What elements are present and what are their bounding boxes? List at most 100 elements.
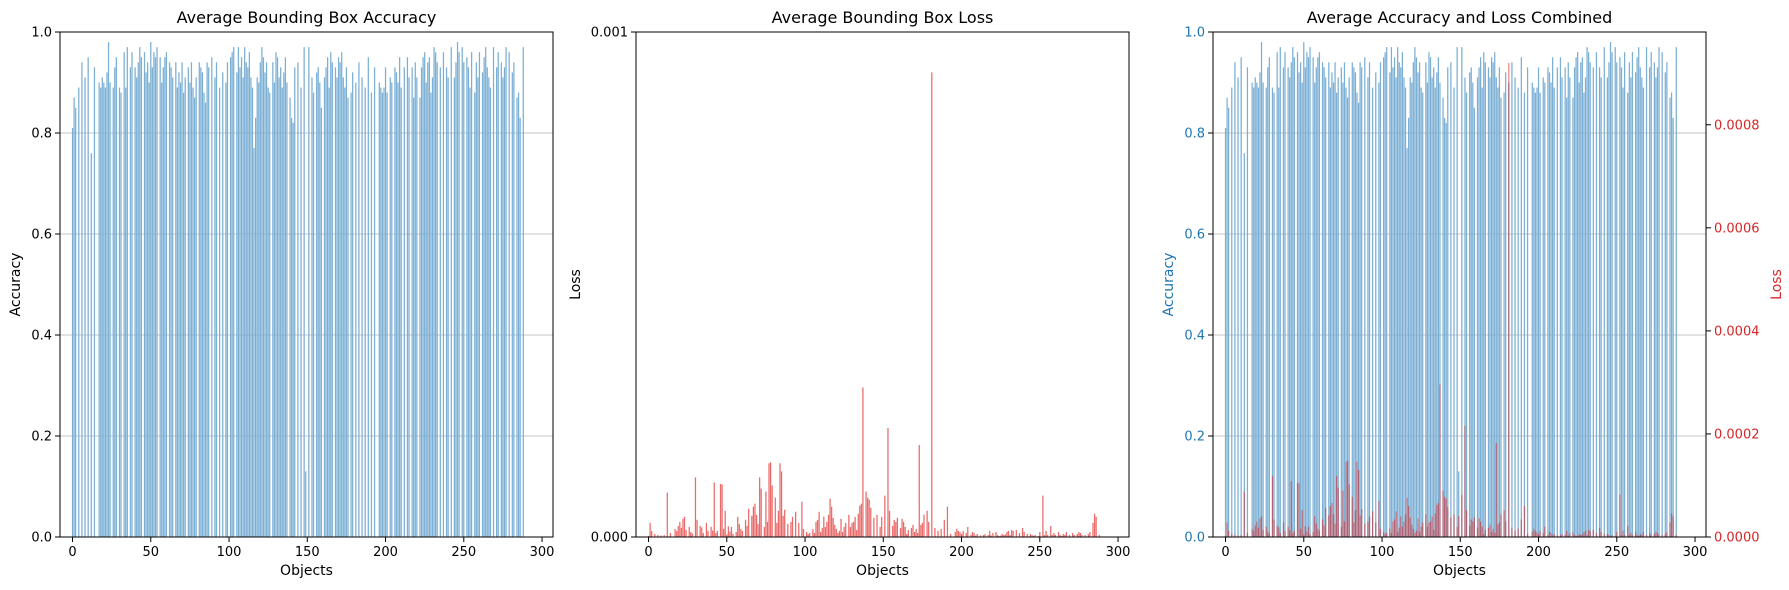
accuracy-bar: [1226, 97, 1228, 538]
accuracy-bar: [75, 107, 77, 537]
loss-bar: [1021, 527, 1024, 537]
loss-bar: [691, 533, 693, 537]
accuracy-bar: [297, 62, 299, 538]
y-right-axis-label: Loss: [1769, 269, 1785, 300]
loss-bar: [1675, 534, 1677, 537]
loss-bar: [688, 526, 690, 537]
loss-bar: [1278, 527, 1280, 537]
loss-bar: [937, 530, 939, 537]
accuracy-bar: [341, 52, 343, 537]
loss-bar: [865, 491, 867, 537]
accuracy-bar: [1312, 57, 1314, 537]
accuracy-bar: [1304, 67, 1306, 537]
y-right-tick-label: 0.0008: [1714, 118, 1760, 133]
accuracy-bar: [453, 77, 456, 537]
accuracy-bar: [1580, 62, 1582, 538]
loss-bar: [805, 531, 808, 537]
accuracy-bar: [1622, 87, 1624, 538]
accuracy-bar: [273, 82, 276, 537]
loss-bar: [1246, 532, 1249, 537]
accuracy-bar: [1401, 52, 1403, 537]
accuracy-bar: [292, 122, 294, 538]
accuracy-bar: [125, 87, 127, 538]
accuracy-bar: [364, 87, 366, 538]
loss-bar: [1306, 531, 1308, 537]
accuracy-bar: [1586, 47, 1588, 538]
loss-bar: [735, 531, 737, 537]
accuracy-bar: [1514, 77, 1516, 537]
accuracy-bar: [90, 153, 92, 537]
loss-bar: [1073, 534, 1075, 537]
loss-bar: [1573, 534, 1576, 537]
accuracy-bar: [161, 82, 163, 537]
loss-bar: [702, 532, 704, 537]
loss-bar: [1087, 533, 1089, 537]
accuracy-bar: [513, 62, 515, 538]
x-tick-label: 250: [1027, 545, 1052, 560]
accuracy-bar: [1470, 67, 1472, 537]
loss-bar: [715, 532, 717, 537]
accuracy-bar: [203, 92, 205, 537]
accuracy-bar: [1445, 122, 1447, 538]
loss-bar: [1403, 521, 1405, 537]
loss-bar: [1032, 535, 1035, 537]
loss-bar: [1336, 476, 1338, 537]
loss-bar: [666, 492, 668, 537]
accuracy-bar: [416, 77, 418, 537]
loss-bar: [1393, 519, 1396, 537]
loss-bar: [1627, 525, 1629, 537]
loss-bar: [1398, 527, 1400, 537]
accuracy-bar: [1271, 87, 1274, 538]
loss-bar: [752, 506, 754, 537]
loss-bar: [1409, 517, 1411, 537]
loss-bar: [1508, 62, 1510, 538]
loss-bar: [1331, 502, 1333, 537]
loss-bar: [921, 522, 924, 537]
accuracy-bar: [339, 62, 341, 538]
accuracy-bar: [1503, 92, 1505, 537]
loss-bar: [1444, 496, 1446, 537]
loss-bar: [881, 516, 883, 537]
accuracy-bar: [250, 77, 252, 537]
loss-bar: [1279, 532, 1281, 537]
accuracy-bar: [1653, 62, 1655, 538]
accuracy-bar: [162, 67, 164, 537]
loss-bar: [1447, 507, 1449, 537]
accuracy-bar: [1481, 87, 1483, 538]
loss-bar: [1262, 529, 1264, 537]
loss-bar: [1472, 521, 1474, 537]
loss-bar: [838, 530, 841, 537]
accuracy-bar: [1675, 47, 1677, 538]
loss-bar: [660, 535, 662, 537]
loss-bar: [724, 510, 726, 537]
accuracy-bar: [1567, 62, 1569, 538]
loss-bar: [690, 531, 692, 537]
loss-bar: [1254, 525, 1256, 537]
loss-bar: [801, 501, 803, 537]
loss-bar: [760, 488, 762, 537]
loss-bar: [1284, 530, 1286, 537]
loss-bar: [1054, 534, 1057, 537]
loss-bar: [1268, 533, 1270, 537]
loss-bar: [1614, 535, 1616, 537]
accuracy-bar: [1378, 82, 1380, 537]
accuracy-bar: [1655, 77, 1657, 537]
loss-bar: [1639, 533, 1641, 537]
loss-bar: [1039, 531, 1041, 537]
loss-bar: [716, 530, 719, 537]
accuracy-chart: 0.0 0.2 0.4 0.6 0.8 1.0 0 50 100 150 200 250 300 Obje…: [8, 8, 554, 579]
accuracy-bar: [419, 97, 421, 538]
loss-bar: [876, 514, 878, 537]
loss-bar: [940, 528, 942, 537]
loss-bar: [1307, 526, 1310, 537]
accuracy-bar: [1564, 67, 1566, 537]
accuracy-bar: [1332, 82, 1335, 537]
loss-bar: [1649, 532, 1651, 537]
loss-bar: [1497, 524, 1499, 537]
loss-bar: [759, 477, 761, 537]
accuracy-bar: [1287, 67, 1289, 537]
accuracy-bar: [481, 72, 484, 538]
accuracy-bar: [206, 62, 208, 538]
loss-bar: [1650, 534, 1652, 537]
loss-bar: [1006, 531, 1008, 537]
